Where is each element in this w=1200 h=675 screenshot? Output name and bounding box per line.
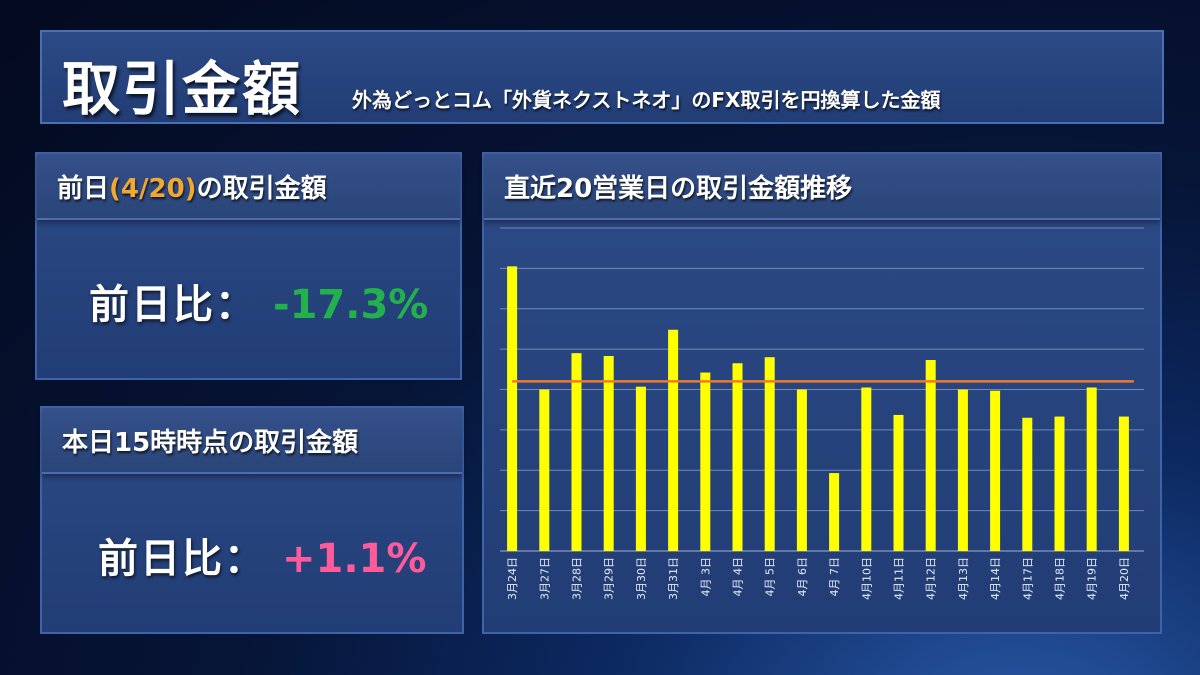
bar [957,389,968,551]
today-title: 本日15時時点の取引金額 [62,428,359,458]
x-tick-label: 3月29日 [603,557,616,600]
x-tick-label: 4月 4日 [732,557,745,597]
x-tick-label: 4月18日 [1054,557,1067,600]
prev-day-ratio-row: 前日比： -17.3% [89,272,428,330]
prev-day-header: 前日(4/20)の取引金額 [37,154,460,220]
prev-day-title-date: (4/20) [109,174,197,204]
today-header: 本日15時時点の取引金額 [42,408,462,474]
x-tick-label: 3月31日 [667,557,680,600]
title-bar: 取引金額 外為どっとコム「外貨ネクストネオ」のFX取引を円換算した金額 [40,30,1164,124]
bar [861,387,872,551]
bar-chart: 3月24日 3月27日 3月28日 3月29日 3月30日 3月31日 4月 3日 4月 4日… [500,227,1144,600]
chart-header: 直近20営業日の取引金額推移 [484,154,1160,220]
x-tick-label: 4月14日 [989,557,1002,600]
bar [925,360,936,551]
x-tick-label: 3月28日 [571,557,584,600]
bar [507,266,518,551]
bar [764,357,775,551]
x-tick-label: 4月13日 [957,557,970,600]
x-tick-label: 4月 7日 [828,557,841,597]
today-ratio-label: 前日比： [98,536,266,582]
x-tick-label: 4月12日 [925,557,938,600]
x-tick-label: 3月24日 [506,557,519,600]
bar [668,329,679,551]
x-tick-label: 3月30日 [635,557,648,600]
bar [603,355,614,551]
bar [1022,417,1033,551]
x-tick-label: 4月11日 [893,557,906,600]
today-ratio-value: +1.1% [282,536,427,582]
x-tick-label: 4月10日 [860,557,873,600]
bar [796,389,807,551]
prev-day-title-suffix: の取引金額 [196,174,327,204]
prev-day-ratio-value: -17.3% [273,282,429,328]
x-tick-label: 4月 5日 [764,557,777,597]
page-subtitle: 外為どっとコム「外貨ネクストネオ」のFX取引を円換算した金額 [352,88,941,112]
x-tick-label: 4月17日 [1021,557,1034,600]
bar [990,390,1001,551]
chart-panel: 直近20営業日の取引金額推移 3月24日 3月27日 3月28日 3月29日 3月30日… [482,152,1162,634]
prev-day-ratio-label: 前日比： [89,282,257,328]
bar [1118,416,1129,551]
bar [1086,387,1097,551]
chart-title: 直近20営業日の取引金額推移 [504,174,853,204]
bar [571,353,582,551]
bar [829,473,840,551]
bar [700,372,711,551]
page-title: 取引金額 [62,55,303,123]
bar [1054,416,1065,551]
bar [539,389,550,551]
today-ratio-row: 前日比： +1.1% [98,526,426,584]
today-panel: 本日15時時点の取引金額 前日比： +1.1% [40,406,464,634]
bar [893,414,904,551]
prev-day-title: 前日(4/20)の取引金額 [57,168,327,205]
bar [732,363,743,551]
bar [635,386,646,551]
prev-day-panel: 前日(4/20)の取引金額 前日比： -17.3% [35,152,462,380]
x-tick-label: 4月 6日 [796,557,809,597]
x-tick-label: 3月27日 [538,557,551,600]
x-tick-label: 4月 3日 [699,557,712,597]
x-tick-label: 4月20日 [1118,557,1131,600]
x-tick-label: 4月19日 [1086,557,1099,600]
prev-day-title-prefix: 前日 [57,174,110,204]
